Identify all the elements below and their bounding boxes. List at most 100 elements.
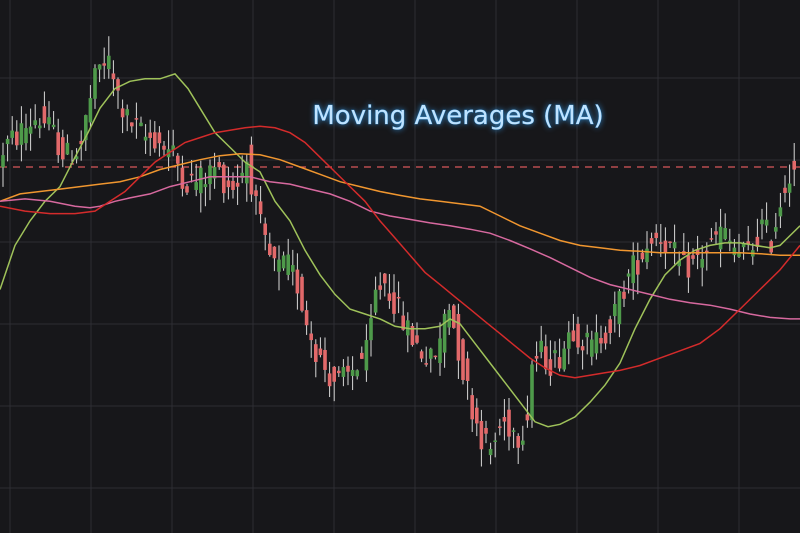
candle-up (286, 254, 290, 275)
candle-up (1, 155, 5, 168)
candle-down (544, 346, 548, 370)
candle-up (442, 313, 447, 353)
candle-up (281, 255, 286, 269)
moving-average-line-3 (0, 176, 800, 320)
candle-down (557, 357, 562, 369)
candle-up (28, 126, 33, 134)
candle-up (10, 130, 14, 138)
candle-down (410, 326, 415, 345)
candle-down (102, 63, 106, 66)
candle-down (378, 285, 382, 290)
candle-up (778, 207, 783, 217)
candle-down (461, 339, 465, 380)
candle-up (590, 339, 594, 357)
candle-up (65, 142, 70, 155)
candle-up (741, 243, 746, 248)
candle-up (212, 167, 217, 179)
candle-down (709, 238, 714, 240)
candle-up (760, 219, 764, 225)
candle-up (677, 260, 681, 267)
candle-up (732, 247, 737, 256)
candle-up (626, 273, 631, 277)
candle-up (594, 332, 599, 354)
candle-down (185, 186, 189, 193)
candle-down (396, 296, 401, 299)
candle-up (203, 184, 208, 188)
candle-up (51, 124, 56, 128)
candle-down (576, 323, 580, 348)
candle-up (341, 367, 346, 377)
candle-down (231, 180, 235, 190)
candle-up (737, 251, 741, 257)
candle-down (346, 365, 350, 372)
candle-up (613, 303, 617, 317)
candle-down (148, 132, 152, 138)
candle-down (387, 293, 392, 301)
candle-down (111, 73, 116, 80)
candle-down (15, 131, 19, 146)
candle-down (153, 132, 157, 149)
candle-down (42, 106, 47, 124)
moving-average-line-4 (0, 125, 800, 379)
candle-down (663, 240, 668, 253)
candle-up (24, 128, 28, 144)
candle-up (74, 156, 79, 160)
candle-down (268, 243, 272, 256)
candle-down (755, 236, 760, 247)
candle-down (272, 246, 277, 259)
candle-down (525, 414, 530, 421)
candle-down (548, 359, 553, 376)
candle-up (355, 370, 359, 377)
candle-down (484, 427, 488, 434)
candle-up (585, 332, 589, 338)
candle-down (783, 187, 787, 193)
candle-up (38, 125, 42, 129)
candle-down (654, 232, 658, 239)
candle-down (691, 255, 695, 259)
candle-up (5, 138, 10, 145)
candle-up (47, 117, 51, 125)
candle-down (636, 260, 640, 275)
candle-down (424, 363, 428, 365)
candle-up (562, 348, 566, 370)
candle-down (746, 241, 750, 245)
candle-up (672, 242, 677, 249)
candle-down (263, 223, 267, 235)
candle-down (475, 407, 479, 424)
candle-down (180, 167, 185, 189)
candle-down (705, 250, 709, 254)
candle-up (171, 145, 175, 151)
candle-down (507, 409, 511, 437)
candle-down (360, 352, 364, 359)
candle-down (452, 305, 456, 328)
candle-up (33, 120, 37, 126)
candle-up (728, 240, 732, 243)
candle-up (19, 123, 24, 145)
candle-up (539, 340, 543, 353)
candlestick-series (1, 36, 796, 467)
chart-title: Moving Averages (MA) (312, 101, 603, 131)
candle-up (429, 348, 433, 359)
candle-up (107, 55, 111, 70)
candle-down (465, 358, 470, 381)
candle-down (235, 182, 240, 187)
moving-average-lines (0, 73, 800, 428)
candle-down (419, 351, 424, 359)
candle-up (139, 122, 143, 127)
candle-down (479, 420, 484, 450)
candle-down (323, 349, 327, 370)
candle-down (300, 276, 304, 311)
candle-down (516, 436, 520, 448)
candle-up (567, 332, 571, 349)
candle-up (277, 259, 281, 272)
candle-up (88, 98, 93, 123)
candle-up (493, 440, 497, 442)
candle-down (383, 273, 387, 284)
candle-up (350, 369, 355, 376)
candle-up (245, 161, 249, 184)
candle-down (622, 291, 626, 299)
candle-down (61, 137, 65, 160)
candle-up (631, 255, 635, 284)
moving-average-line-1 (0, 73, 800, 428)
